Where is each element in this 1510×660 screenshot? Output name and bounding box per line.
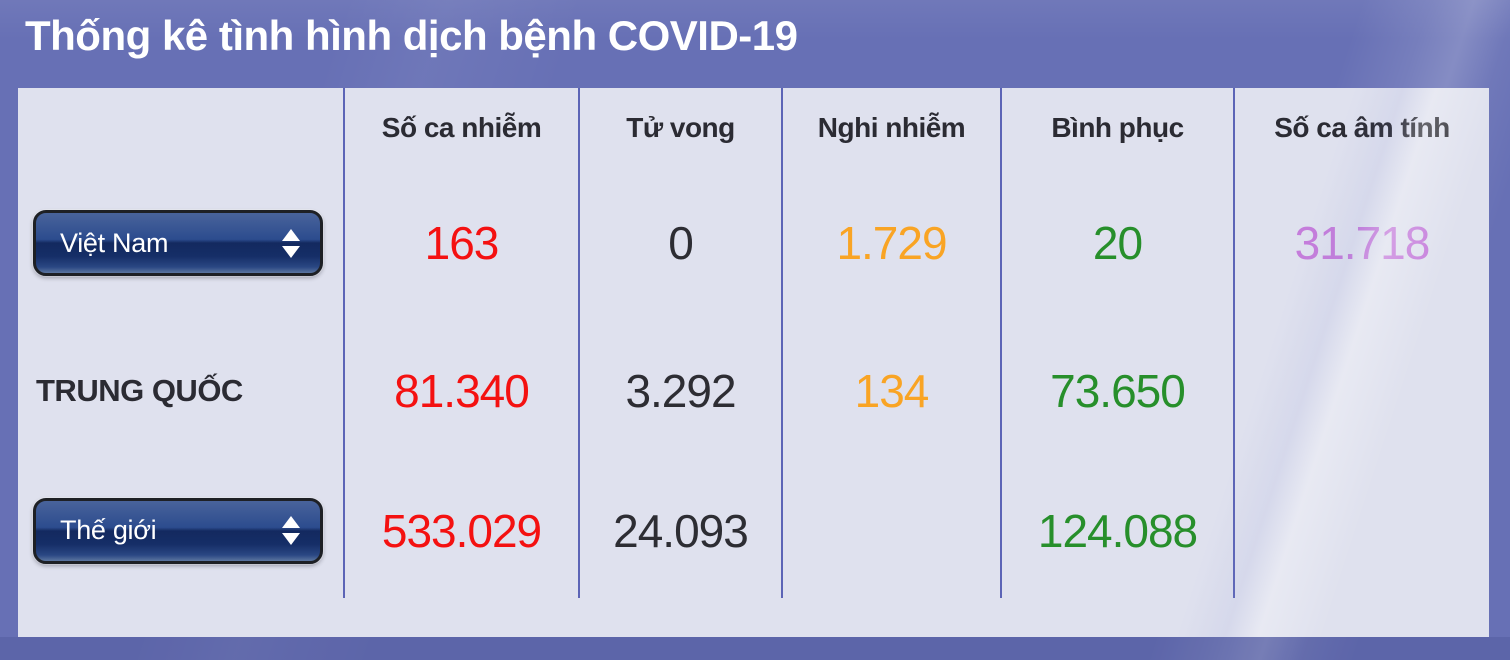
arrow-up-icon bbox=[282, 516, 300, 528]
world-scope-select[interactable]: Thế giới bbox=[33, 497, 323, 564]
vietnam-deaths-value: 0 bbox=[578, 168, 781, 318]
column-header-negative: Số ca âm tính bbox=[1233, 88, 1489, 168]
column-header-recovered: Bình phục bbox=[1000, 88, 1233, 168]
china-row-label: TRUNG QUỐC bbox=[36, 372, 243, 408]
world-infected-value: 533.029 bbox=[343, 463, 578, 598]
world-negative-value bbox=[1233, 463, 1489, 598]
column-header-suspected: Nghi nhiễm bbox=[781, 88, 1000, 168]
table-row-vietnam-label-cell: Việt Nam bbox=[18, 168, 343, 318]
column-header-infected: Số ca nhiễm bbox=[343, 88, 578, 168]
stats-grid: Số ca nhiễm Tử vong Nghi nhiễm Bình phục… bbox=[18, 88, 1489, 598]
vietnam-country-select[interactable]: Việt Nam bbox=[33, 210, 323, 276]
arrow-up-icon bbox=[282, 228, 300, 241]
world-deaths-value: 24.093 bbox=[578, 463, 781, 598]
table-row-world-label-cell: Thế giới bbox=[18, 463, 343, 598]
column-header-spacer bbox=[18, 88, 343, 168]
vietnam-select-label: Việt Nam bbox=[60, 227, 169, 258]
updown-arrows-icon bbox=[282, 228, 300, 258]
world-suspected-value bbox=[781, 463, 1000, 598]
china-suspected-value: 134 bbox=[781, 318, 1000, 463]
vietnam-recovered-value: 20 bbox=[1000, 168, 1233, 318]
china-infected-value: 81.340 bbox=[343, 318, 578, 463]
page-title: Thống kê tình hình dịch bệnh COVID-19 bbox=[25, 12, 798, 59]
china-recovered-value: 73.650 bbox=[1000, 318, 1233, 463]
vietnam-infected-value: 163 bbox=[343, 168, 578, 318]
stats-table: Số ca nhiễm Tử vong Nghi nhiễm Bình phục… bbox=[18, 88, 1489, 637]
arrow-down-icon bbox=[282, 245, 300, 258]
china-deaths-value: 3.292 bbox=[578, 318, 781, 463]
column-header-deaths: Tử vong bbox=[578, 88, 781, 168]
table-row-china-label-cell: TRUNG QUỐC bbox=[18, 318, 343, 463]
world-select-label: Thế giới bbox=[60, 515, 157, 545]
background-bottom-band bbox=[0, 637, 1510, 660]
vietnam-negative-value: 31.718 bbox=[1233, 168, 1489, 318]
vietnam-suspected-value: 1.729 bbox=[781, 168, 1000, 318]
arrow-down-icon bbox=[282, 533, 300, 545]
updown-arrows-icon bbox=[282, 516, 300, 545]
world-recovered-value: 124.088 bbox=[1000, 463, 1233, 598]
china-negative-value bbox=[1233, 318, 1489, 463]
